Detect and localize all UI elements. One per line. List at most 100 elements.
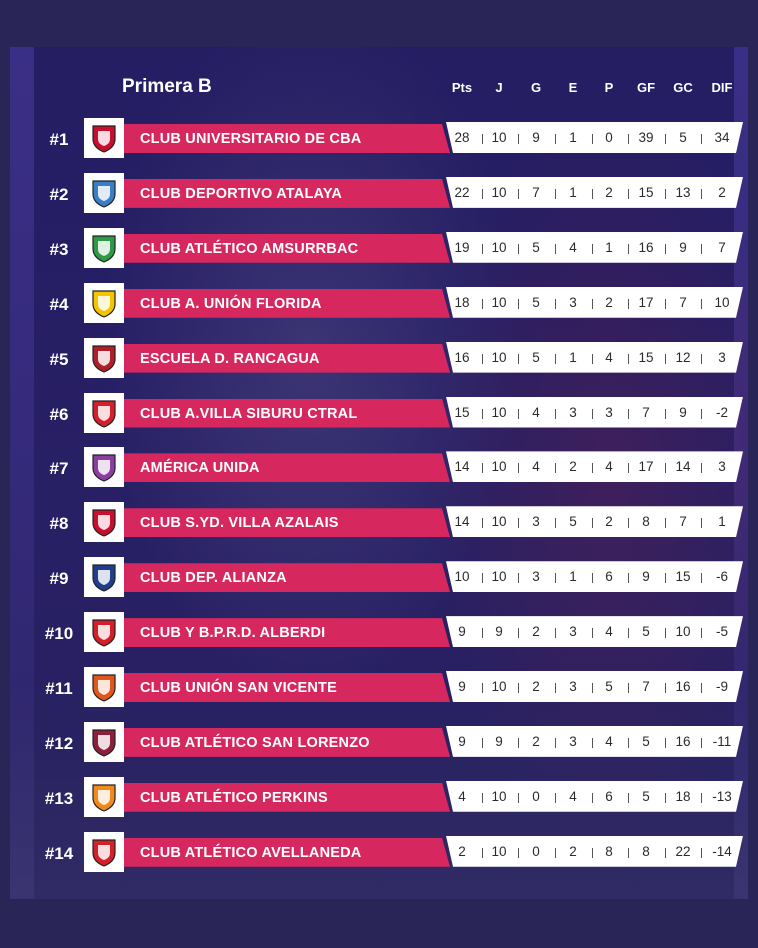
col-gf-header: GF xyxy=(636,80,656,95)
stat-separator xyxy=(592,737,593,748)
stat-e: 3 xyxy=(569,404,577,420)
team-name-bar xyxy=(120,782,450,812)
position-rank: #3 xyxy=(49,239,69,259)
stat-separator xyxy=(665,573,666,584)
stat-pts: 28 xyxy=(454,130,470,145)
stat-p: 2 xyxy=(605,184,613,200)
position-rank: #8 xyxy=(49,514,69,534)
stat-separator xyxy=(665,463,666,474)
stat-j: 10 xyxy=(491,294,507,310)
stat-separator xyxy=(555,134,556,144)
stat-g: 9 xyxy=(532,130,540,145)
stat-separator xyxy=(518,243,519,254)
team-crest-icon xyxy=(84,502,124,543)
stats-bar xyxy=(446,671,743,702)
stat-j: 10 xyxy=(491,239,507,255)
stat-separator xyxy=(701,134,702,144)
stat-dif: 10 xyxy=(714,294,730,310)
stat-p: 0 xyxy=(605,130,613,145)
team-name: CLUB A. UNIÓN FLORIDA xyxy=(140,295,322,312)
stat-separator xyxy=(592,188,593,199)
stat-separator xyxy=(518,573,519,584)
stat-separator xyxy=(665,737,666,748)
stat-separator xyxy=(701,573,702,584)
team-crest-icon xyxy=(84,118,124,158)
stat-separator xyxy=(592,463,593,474)
stat-separator xyxy=(701,243,702,254)
stat-gf: 15 xyxy=(638,184,654,200)
stat-dif: 34 xyxy=(714,130,730,145)
team-name: CLUB ATLÉTICO SAN LORENZO xyxy=(140,734,370,751)
stat-separator xyxy=(482,298,483,309)
stat-g: 5 xyxy=(532,294,540,310)
stat-separator xyxy=(628,683,629,693)
table-row: #9 CLUB DEP. ALIANZA 10 10 3 1 6 9 15 -6 xyxy=(0,557,758,601)
stat-gc: 12 xyxy=(675,349,691,365)
stat-dif: -14 xyxy=(712,843,732,859)
stat-separator xyxy=(701,463,702,474)
team-crest-icon xyxy=(84,831,124,872)
stat-j: 9 xyxy=(495,733,503,749)
stat-separator xyxy=(555,628,556,639)
stat-separator xyxy=(482,792,483,803)
stat-e: 3 xyxy=(569,679,577,694)
stat-pts: 9 xyxy=(458,624,466,640)
stat-g: 3 xyxy=(532,569,540,585)
col-pts-header: Pts xyxy=(451,80,473,95)
stat-g: 0 xyxy=(532,843,540,859)
stat-separator xyxy=(518,408,519,419)
stat-separator xyxy=(592,408,593,419)
position-rank: #6 xyxy=(49,404,69,424)
team-crest-icon xyxy=(84,392,124,433)
stat-p: 2 xyxy=(605,514,613,530)
stat-dif: 3 xyxy=(718,459,726,475)
stat-separator xyxy=(701,408,702,419)
table-row: #2 CLUB DEPORTIVO ATALAYA 22 10 7 1 2 15 13 2 xyxy=(0,172,758,217)
stat-j: 10 xyxy=(491,514,507,530)
stat-separator xyxy=(518,628,519,639)
team-name-bar xyxy=(120,453,450,483)
team-name-bar xyxy=(120,124,450,153)
stat-g: 5 xyxy=(532,239,540,255)
stat-pts: 16 xyxy=(454,349,470,365)
stat-j: 10 xyxy=(491,569,507,585)
stat-separator xyxy=(482,573,483,584)
stat-separator xyxy=(592,628,593,639)
team-name: CLUB A.VILLA SIBURU CTRAL xyxy=(140,405,358,422)
stat-gf: 5 xyxy=(642,624,650,640)
stat-separator xyxy=(628,188,629,199)
stat-separator xyxy=(555,737,556,748)
stat-separator xyxy=(518,353,519,364)
stat-e: 3 xyxy=(569,624,577,640)
stat-e: 4 xyxy=(569,239,577,255)
team-name-bar xyxy=(120,618,450,648)
stat-gf: 17 xyxy=(638,294,654,310)
stat-gc: 13 xyxy=(675,184,691,200)
position-rank: #5 xyxy=(49,349,69,369)
stat-separator xyxy=(628,134,629,144)
team-name-bar xyxy=(120,563,450,593)
stat-pts: 14 xyxy=(454,514,470,530)
stat-separator xyxy=(518,518,519,529)
team-name: CLUB ATLÉTICO AMSURRBAC xyxy=(140,240,359,257)
table-row: #14 CLUB ATLÉTICO AVELLANEDA 2 10 0 2 8 8 22 -14 xyxy=(0,831,758,876)
stats-bar xyxy=(446,341,743,373)
stat-gc: 14 xyxy=(675,459,691,475)
stat-g: 4 xyxy=(532,459,540,475)
stat-separator xyxy=(592,573,593,584)
table-row: #12 CLUB ATLÉTICO SAN LORENZO 9 9 2 3 4 5 16 -11 xyxy=(0,721,758,766)
stat-separator xyxy=(628,628,629,639)
stats-bar xyxy=(446,122,743,153)
stat-p: 6 xyxy=(605,569,613,585)
stat-g: 2 xyxy=(532,679,540,694)
stat-gf: 5 xyxy=(642,788,650,804)
team-name: CLUB DEP. ALIANZA xyxy=(140,570,287,587)
stats-bar xyxy=(446,561,743,593)
table-row: #4 CLUB A. UNIÓN FLORIDA 18 10 5 3 2 17 7 10 xyxy=(0,282,758,327)
stat-dif: 2 xyxy=(718,184,726,200)
stat-separator xyxy=(518,298,519,309)
stat-separator xyxy=(628,847,629,858)
stat-separator xyxy=(665,188,666,199)
table-row: #7 AMÉRICA UNIDA 14 10 4 2 4 17 14 3 xyxy=(0,447,758,491)
stat-separator xyxy=(555,408,556,419)
